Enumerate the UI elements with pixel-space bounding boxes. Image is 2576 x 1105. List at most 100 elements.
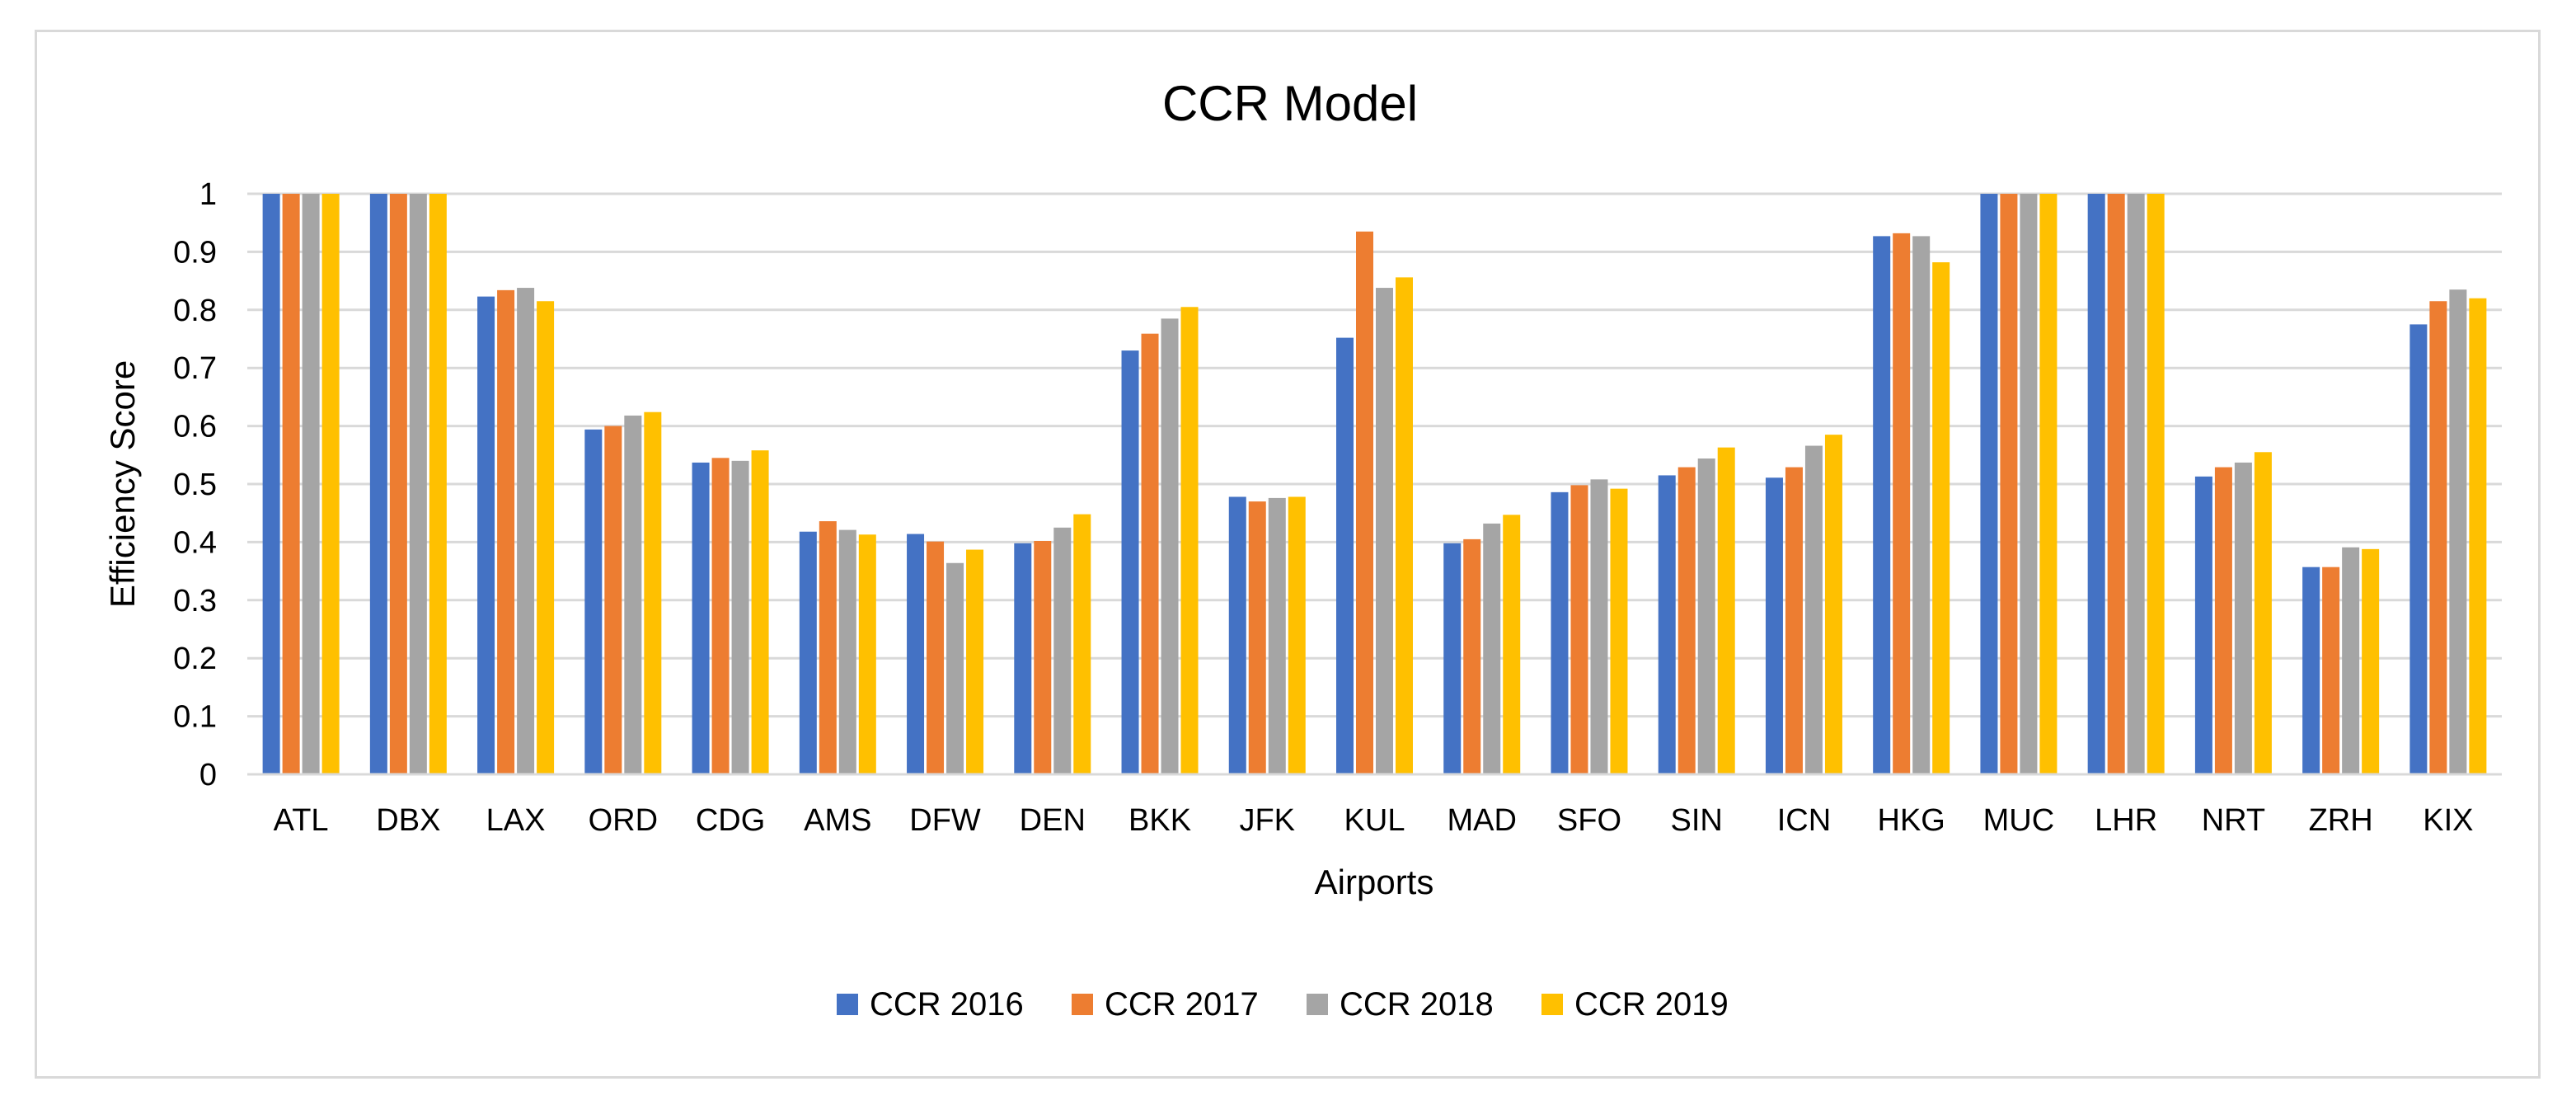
bar-kul-ccr-2016 — [1336, 337, 1354, 774]
x-tick-label: JFK — [1239, 803, 1295, 838]
bar-hkg-ccr-2016 — [1873, 236, 1891, 775]
legend-item-ccr-2017: CCR 2017 — [1072, 986, 1259, 1023]
legend-label: CCR 2017 — [1105, 986, 1259, 1023]
bar-atl-ccr-2016 — [262, 194, 280, 774]
x-tick-label: ORD — [589, 803, 658, 838]
bar-ord-ccr-2018 — [624, 415, 642, 774]
bar-jfk-ccr-2019 — [1288, 496, 1306, 774]
chart-frame: CCR Model 0 0.1 0.2 0.3 0.4 0.5 0.6 0.7 0.8 0.9 1 … — [35, 30, 2541, 1079]
bar-cdg-ccr-2017 — [711, 458, 730, 774]
y-tick-labels: 0 0.1 0.2 0.3 0.4 0.5 0.6 0.7 0.8 0.9 1 — [173, 177, 217, 792]
bar-muc-ccr-2016 — [1980, 194, 1998, 774]
x-tick-label: DFW — [909, 803, 981, 838]
bar-ams-ccr-2019 — [858, 534, 876, 774]
y-tick-label: 0.9 — [173, 235, 217, 270]
bar-den-ccr-2017 — [1034, 540, 1052, 774]
x-tick-label: ZRH — [2309, 803, 2373, 838]
bar-dbx-ccr-2016 — [369, 194, 387, 774]
bar-hkg-ccr-2019 — [1932, 262, 1950, 774]
x-tick-label: ICN — [1777, 803, 1831, 838]
x-tick-label: BKK — [1128, 803, 1191, 838]
bar-kix-ccr-2017 — [2429, 301, 2447, 774]
y-tick-label: 0.2 — [173, 642, 217, 676]
bar-den-ccr-2016 — [1014, 543, 1032, 774]
bar-kix-ccr-2019 — [2469, 298, 2487, 775]
legend-item-ccr-2016: CCR 2016 — [837, 986, 1024, 1023]
bar-nrt-ccr-2019 — [2254, 452, 2272, 774]
bar-zrh-ccr-2019 — [2362, 548, 2380, 774]
legend-label: CCR 2016 — [870, 986, 1024, 1023]
bar-ord-ccr-2019 — [644, 411, 662, 774]
legend-item-ccr-2019: CCR 2019 — [1541, 986, 1729, 1023]
bar-sfo-ccr-2016 — [1551, 491, 1569, 774]
bar-sin-ccr-2019 — [1717, 447, 1735, 774]
x-tick-label: NRT — [2202, 803, 2265, 838]
legend-label: CCR 2018 — [1340, 986, 1494, 1023]
bar-atl-ccr-2017 — [282, 194, 300, 774]
bar-zrh-ccr-2016 — [2302, 567, 2320, 774]
bar-ord-ccr-2016 — [584, 429, 603, 774]
bar-kix-ccr-2016 — [2409, 324, 2428, 774]
bar-dbx-ccr-2019 — [429, 194, 447, 774]
bar-cdg-ccr-2016 — [692, 462, 710, 774]
legend-swatch — [1307, 994, 1328, 1015]
legend-swatch — [837, 994, 858, 1015]
x-tick-label: SIN — [1671, 803, 1723, 838]
bar-nrt-ccr-2018 — [2234, 462, 2252, 774]
bar-zrh-ccr-2017 — [2322, 567, 2340, 774]
bar-icn-ccr-2017 — [1785, 467, 1803, 774]
bar-muc-ccr-2017 — [2000, 194, 2018, 774]
bar-lhr-ccr-2018 — [2127, 194, 2145, 774]
bar-icn-ccr-2018 — [1804, 445, 1823, 774]
bar-bkk-ccr-2019 — [1180, 307, 1199, 774]
bar-lax-ccr-2019 — [537, 301, 555, 774]
bar-lax-ccr-2017 — [497, 289, 515, 774]
bar-bkk-ccr-2018 — [1161, 318, 1179, 774]
x-tick-label: CDG — [696, 803, 765, 838]
legend-item-ccr-2018: CCR 2018 — [1307, 986, 1494, 1023]
bar-dbx-ccr-2017 — [389, 194, 407, 774]
y-tick-label: 1 — [199, 177, 217, 212]
bar-dfw-ccr-2016 — [907, 534, 925, 774]
y-tick-label: 0.6 — [173, 410, 217, 444]
chart-svg: CCR Model 00.10.20.30.40.50.60.70.80.91 … — [103, 76, 2502, 1023]
bars — [262, 194, 2487, 775]
x-tick-labels: ATL DBX LAX ORD CDG AMS DFW DEN BKK JFK KUL MAD SFO S… — [274, 803, 2474, 838]
bar-mad-ccr-2018 — [1483, 523, 1501, 774]
bar-lax-ccr-2016 — [477, 296, 495, 774]
bar-icn-ccr-2016 — [1765, 477, 1783, 774]
x-axis-label: Airports — [1315, 863, 1434, 901]
y-tick-label: 0.8 — [173, 294, 217, 328]
bar-kul-ccr-2019 — [1396, 277, 1413, 775]
x-tick-label: DEN — [1020, 803, 1086, 838]
x-tick-label: LHR — [2095, 803, 2157, 838]
y-axis-label: Efficiency Score — [103, 360, 142, 608]
bar-muc-ccr-2019 — [2039, 194, 2058, 774]
bar-sin-ccr-2016 — [1658, 475, 1676, 774]
y-tick-label: 0.7 — [173, 351, 217, 386]
bar-lhr-ccr-2017 — [2107, 194, 2125, 774]
x-tick-label: KUL — [1344, 803, 1405, 838]
bar-atl-ccr-2018 — [302, 194, 320, 774]
x-tick-label: MAD — [1448, 803, 1517, 838]
bar-lax-ccr-2018 — [517, 288, 535, 775]
bar-dfw-ccr-2018 — [946, 562, 964, 774]
bar-icn-ccr-2019 — [1824, 435, 1842, 774]
bar-den-ccr-2019 — [1073, 514, 1091, 774]
bar-lhr-ccr-2016 — [2087, 194, 2105, 774]
x-tick-label: LAX — [486, 803, 546, 838]
bar-cdg-ccr-2018 — [731, 460, 749, 774]
y-tick-label: 0 — [199, 758, 217, 792]
bar-ord-ccr-2017 — [604, 426, 622, 774]
bar-sin-ccr-2017 — [1677, 467, 1696, 774]
x-tick-label: SFO — [1557, 803, 1621, 838]
bar-sfo-ccr-2018 — [1590, 479, 1608, 774]
bar-mad-ccr-2017 — [1463, 538, 1481, 774]
y-tick-label: 0.1 — [173, 700, 217, 735]
legend-swatch — [1072, 994, 1093, 1015]
bar-sfo-ccr-2019 — [1610, 488, 1628, 774]
x-tick-label: KIX — [2423, 803, 2473, 838]
bar-nrt-ccr-2017 — [2214, 467, 2232, 774]
bar-jfk-ccr-2017 — [1248, 501, 1266, 774]
y-tick-label: 0.3 — [173, 584, 217, 618]
